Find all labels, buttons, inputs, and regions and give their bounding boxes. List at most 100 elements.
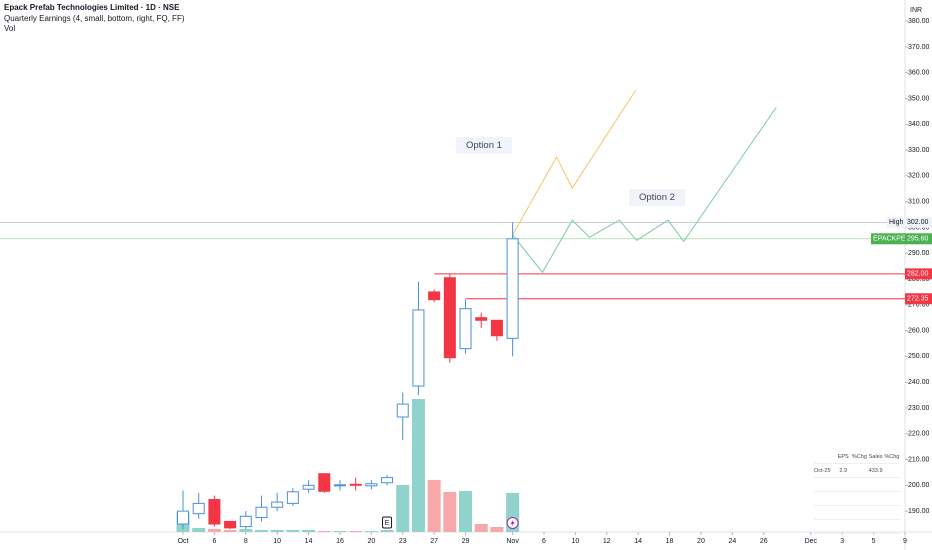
volume-bar — [254, 530, 268, 532]
candle-body — [475, 317, 488, 321]
header-cell: %Chg — [851, 453, 867, 460]
volume-bar — [443, 492, 457, 532]
volume-label: Vol — [4, 24, 16, 33]
x-tick-label: Nov — [506, 538, 519, 545]
earnings-marker: E — [385, 520, 390, 527]
header-cell: %Chg — [884, 453, 900, 460]
x-tick-label: 6 — [212, 538, 216, 545]
x-tick-label: 8 — [244, 538, 248, 545]
projection-line — [512, 89, 637, 236]
volume-bar — [286, 530, 300, 532]
candle-body — [365, 483, 378, 487]
indicator-label: Quarterly Earnings (4, small, bottom, ri… — [4, 13, 185, 23]
x-tick-label: 5 — [872, 538, 876, 545]
y-tick-label: 310.00 — [908, 199, 930, 206]
price-tag: 302.00 — [907, 219, 929, 226]
volume-bar — [427, 480, 441, 532]
volume-bar — [349, 531, 363, 532]
volume-bar — [364, 531, 378, 532]
header-cell: EPS — [837, 453, 849, 460]
volume-bar — [333, 531, 347, 532]
y-tick-label: 300.00 — [908, 224, 930, 231]
x-tick-label: 20 — [697, 538, 705, 545]
y-tick-label: 360.00 — [908, 70, 930, 77]
volume-bar — [380, 530, 394, 532]
y-tick-label: 210.00 — [908, 456, 930, 463]
y-tick-label: 290.00 — [908, 250, 930, 257]
price-tag-bg — [887, 216, 905, 228]
price-tag-bg — [905, 268, 932, 280]
volume-bar — [474, 524, 488, 532]
candle-body — [428, 291, 441, 301]
y-tick-label: 330.00 — [908, 147, 930, 154]
volume-bar — [270, 530, 284, 532]
candle-body — [459, 308, 472, 350]
candle-body — [412, 309, 425, 387]
y-tick-label: 200.00 — [908, 482, 930, 489]
candle-body — [490, 319, 503, 337]
cell: Oct-25 — [814, 467, 831, 474]
table-row: Oct-25 2.9 433.9 — [814, 464, 900, 478]
candle-body — [302, 484, 315, 490]
candle-body — [286, 491, 299, 504]
price-tag-bg — [905, 233, 932, 245]
price-tag-bg — [905, 293, 932, 305]
candle-body — [381, 477, 394, 484]
candle-body — [396, 403, 409, 418]
x-tick-label: 24 — [728, 538, 736, 545]
y-tick-label: 280.00 — [908, 276, 930, 283]
y-tick-label: 320.00 — [908, 173, 930, 180]
volume-bar — [317, 531, 331, 532]
x-tick-label: 14 — [634, 538, 642, 545]
y-tick-label: 250.00 — [908, 353, 930, 360]
volume-bar — [223, 530, 237, 532]
table-header: EPS %Chg Sales %Chg — [814, 450, 900, 464]
candle-body — [192, 502, 205, 515]
earnings-table: EPS %Chg Sales %Chg Oct-25 2.9 433.9 — [814, 450, 900, 534]
candle-body — [224, 520, 237, 529]
y-tick-label: 230.00 — [908, 405, 930, 412]
x-tick-label: 27 — [430, 538, 438, 545]
x-tick-label: 18 — [666, 538, 674, 545]
x-tick-label: 26 — [760, 538, 768, 545]
x-tick-label: 9 — [903, 538, 907, 545]
volume-bar — [207, 529, 221, 532]
price-tag: 282.00 — [907, 271, 929, 278]
candle-body — [349, 483, 362, 486]
y-tick-label: 350.00 — [908, 95, 930, 102]
x-tick-label: 12 — [603, 538, 611, 545]
currency-label: INR — [910, 7, 922, 14]
x-tick-label: Oct — [178, 538, 189, 545]
candle-body — [318, 473, 331, 492]
symbol-title: Epack Prefab Technologies Limited · 1D ·… — [4, 3, 180, 12]
price-tag: High — [889, 219, 904, 226]
candle-body — [177, 510, 190, 525]
y-tick-label: 370.00 — [908, 44, 930, 51]
x-tick-label: 16 — [336, 538, 344, 545]
cell: 433.9 — [868, 467, 883, 474]
volume-bar — [459, 491, 473, 532]
candle-body — [239, 515, 252, 528]
candle-body — [443, 277, 456, 359]
candle-body — [208, 499, 221, 525]
volume-bar — [411, 399, 425, 532]
y-tick-label: 220.00 — [908, 431, 930, 438]
volume-bar — [490, 527, 504, 532]
y-tick-label: 380.00 — [908, 18, 930, 25]
option-label: Option 2 — [629, 189, 685, 206]
price-tag: 295.60 — [907, 236, 929, 243]
legend: Epack Prefab Technologies Limited · 1D ·… — [4, 3, 185, 35]
price-tag: 272.35 — [907, 296, 929, 303]
candle-body — [333, 484, 346, 487]
x-tick-label: 29 — [462, 538, 470, 545]
option-label: Option 1 — [456, 137, 512, 154]
y-tick-label: 270.00 — [908, 302, 930, 309]
price-tag: EPACKPER — [873, 236, 911, 243]
x-tick-label: 3 — [840, 538, 844, 545]
volume-bar — [192, 528, 206, 532]
x-tick-label: 10 — [571, 538, 579, 545]
candle-body — [506, 238, 519, 339]
cell: 2.9 — [839, 467, 848, 474]
